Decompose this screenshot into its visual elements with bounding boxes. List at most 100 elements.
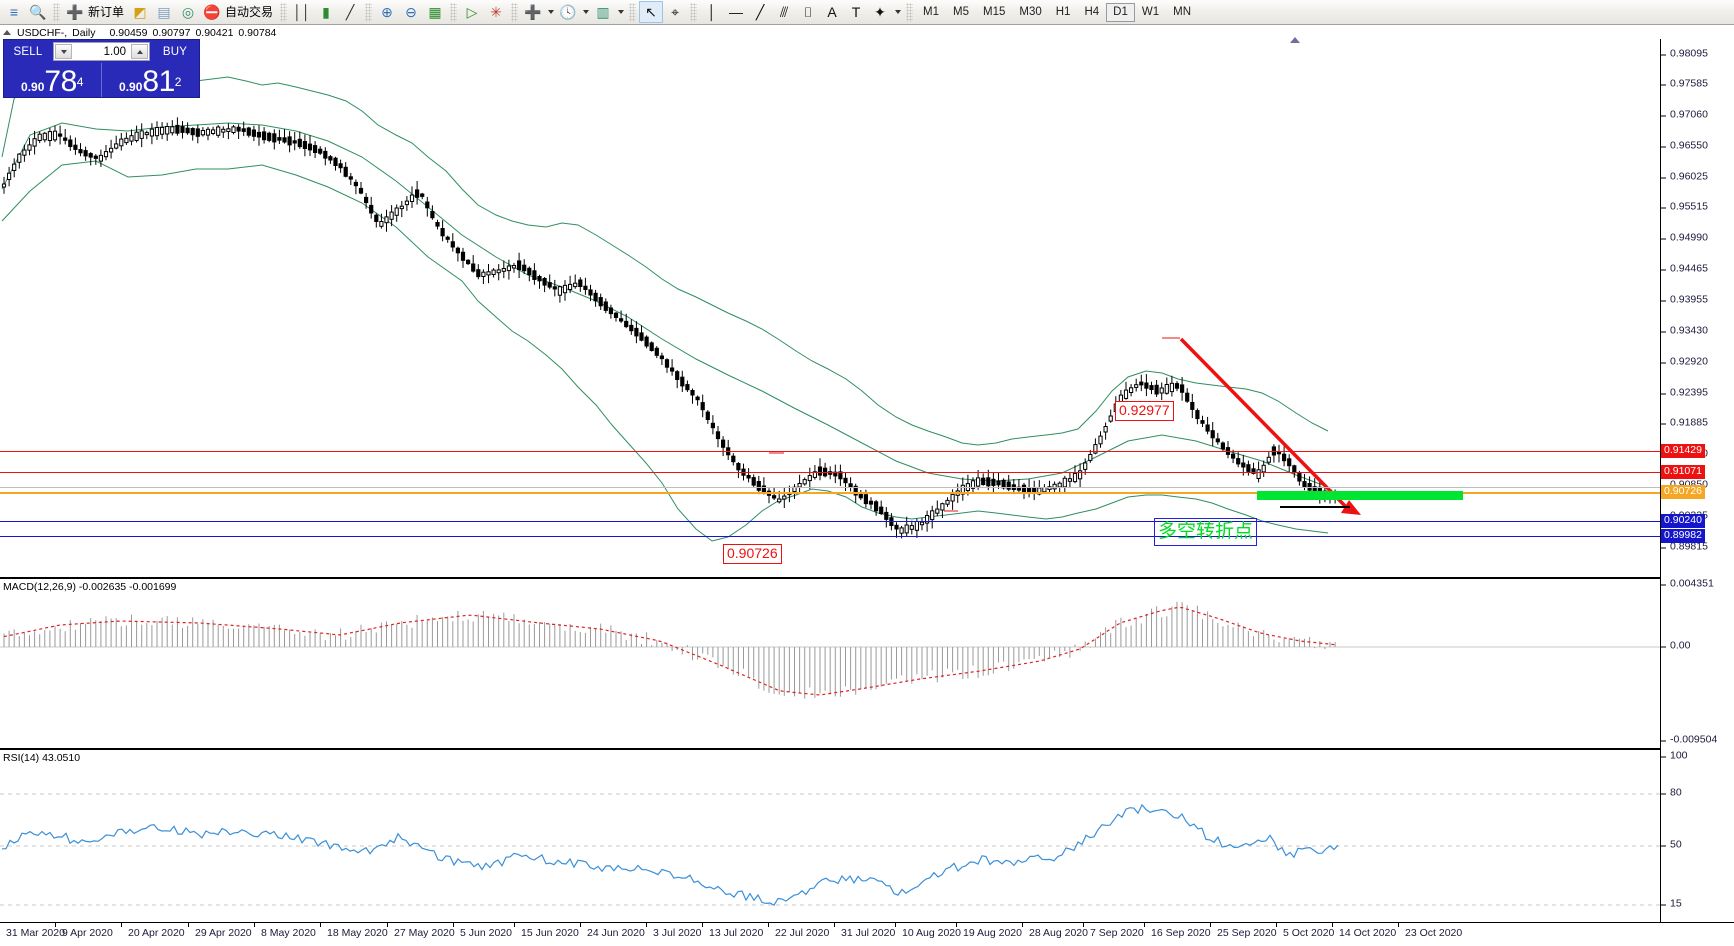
ohlc-open: 0.90459 <box>109 26 148 39</box>
bar-chart-icon[interactable]: ││ <box>293 4 311 20</box>
axis-tick-label: 0.92395 <box>1660 387 1708 399</box>
trend-reversal-label[interactable]: 多空转折点 <box>1154 518 1258 546</box>
volume-value[interactable]: 1.00 <box>103 46 126 58</box>
time-axis-label: 18 May 2020 <box>320 922 388 939</box>
text-tool-icon[interactable]: A <box>827 4 837 20</box>
rsi-line <box>1 803 1339 907</box>
downtrend-line <box>1179 337 1352 513</box>
timeframe-mn[interactable]: MN <box>1173 5 1191 18</box>
volume-decrease-button[interactable] <box>55 44 72 59</box>
volume-increase-button[interactable] <box>131 44 148 59</box>
ohlc-high: 0.90797 <box>152 26 191 39</box>
ohlc-close: 0.90784 <box>238 26 277 39</box>
one-click-trading-panel[interactable]: SELL 1.00 BUY 0.90 78 4 0.90 81 2 <box>3 39 200 98</box>
data-window-icon[interactable]: 🔍 <box>29 4 47 20</box>
axis-tick-label: 0.89815 <box>1660 541 1708 553</box>
axis-tick-label: 0.93430 <box>1660 325 1708 337</box>
new-order-label[interactable]: 新订单 <box>88 5 125 19</box>
line-chart-icon[interactable]: ╱ <box>345 4 355 20</box>
time-axis-label: 31 Jul 2020 <box>833 922 896 939</box>
templates-dropdown-caret[interactable] <box>615 1 626 23</box>
candlestick-chart-icon[interactable]: ▮ <box>322 4 330 20</box>
market-watch-icon[interactable]: ≡ <box>9 4 19 20</box>
history-clock-icon[interactable]: 🕓 <box>559 4 577 20</box>
time-axis-label: 16 Sep 2020 <box>1144 922 1211 939</box>
price-level-line[interactable] <box>0 451 1660 452</box>
axis-tick-label: 0.95515 <box>1660 201 1708 213</box>
templates-icon[interactable]: ▥ <box>596 4 610 20</box>
timeframe-m5[interactable]: M5 <box>953 5 969 18</box>
volume-input[interactable]: 1.00 <box>53 42 150 61</box>
auto-scroll-icon[interactable]: ✳ <box>490 4 502 20</box>
cursor-tool-icon[interactable]: ↖ <box>639 1 664 23</box>
price-level-line[interactable] <box>0 521 1660 522</box>
price-level-line[interactable] <box>0 492 1660 494</box>
main-toolbar: ≡ 🔍 ➕ 新订单 ◩ ▤ ◎ ⛔ 自动交易 ││ ▮ ╱ ⊕ ⊖ ▦ ▷ ✳ ➕ 🕓 ▥ ↖ ⌖ │ — ╱ ⫻ ⌷ A T ✦ M1 M5… <box>0 0 1734 25</box>
timeframe-m15[interactable]: M15 <box>983 5 1006 18</box>
macd-signal-line <box>3 607 1336 696</box>
price-level-badge[interactable]: 0.91429 <box>1661 444 1705 458</box>
sell-button[interactable]: SELL <box>13 45 43 58</box>
periodicity-dropdown-caret[interactable] <box>580 1 591 23</box>
indicators-icon[interactable]: ➕ <box>524 4 542 20</box>
fibonacci-retracement-tool-icon[interactable]: ⌷ <box>803 4 813 20</box>
time-axis[interactable]: 31 Mar 2020 9 Apr 2020 20 Apr 2020 29 Apr 2… <box>0 922 1734 946</box>
rsi-pane[interactable]: RSI(14) 43.0510 <box>0 749 1660 921</box>
price-level-line[interactable] <box>0 472 1660 473</box>
time-axis-label: 8 May 2020 <box>254 922 316 939</box>
axis-tick-label: 80 <box>1660 787 1682 799</box>
price-level-badge[interactable]: 0.91071 <box>1661 465 1705 479</box>
trendline-tool-icon[interactable]: ╱ <box>755 4 765 20</box>
horizontal-line-tool-icon[interactable]: — <box>729 4 744 20</box>
timeframe-w1[interactable]: W1 <box>1141 5 1160 18</box>
objects-tool-icon[interactable]: ✦ <box>874 4 886 20</box>
symbol-info-bar: USDCHF-, Daily 0.90459 0.90797 0.90421 0… <box>0 26 276 39</box>
zoom-out-icon[interactable]: ⊖ <box>405 4 417 20</box>
sell-price[interactable]: 0.90 78 4 <box>4 63 102 97</box>
chart-shift-icon[interactable]: ▷ <box>466 4 478 20</box>
metaeditor-icon[interactable]: ◩ <box>133 4 147 20</box>
auto-trading-label[interactable]: 自动交易 <box>225 5 274 19</box>
data-grid-icon[interactable]: ▦ <box>428 4 442 20</box>
chart-scroll-marker[interactable] <box>1290 37 1300 43</box>
price-level-badge[interactable]: 0.90726 <box>1661 485 1705 499</box>
time-axis-label: 15 Jun 2020 <box>514 922 579 939</box>
zoom-in-icon[interactable]: ⊕ <box>381 4 393 20</box>
time-axis-label: 19 Aug 2020 <box>956 922 1022 939</box>
text-label-tool-icon[interactable]: T <box>851 4 861 20</box>
toolbar-separator <box>511 2 519 22</box>
price-axis[interactable]: 0.98095 0.97585 0.97060 0.96550 0.96025 0.955… <box>1660 39 1734 946</box>
time-axis-label: 13 Jul 2020 <box>701 922 764 939</box>
auto-trading-icon[interactable]: ⛔ <box>203 4 221 20</box>
price-level-line[interactable] <box>0 536 1660 537</box>
collapse-triangle-icon[interactable] <box>3 30 11 35</box>
macd-pane[interactable]: MACD(12,26,9) -0.002635 -0.001699 <box>0 578 1660 749</box>
time-axis-label: 31 Mar 2020 <box>0 922 65 939</box>
vertical-line-tool-icon[interactable]: │ <box>707 4 717 20</box>
axis-tick-label: 0.97585 <box>1660 78 1708 90</box>
axis-tick-label: 50 <box>1660 839 1682 851</box>
strategy-tester-icon[interactable]: ▤ <box>157 4 171 20</box>
timeframe-m1[interactable]: M1 <box>923 5 940 18</box>
resistance-price-label[interactable]: 0.90726 <box>723 544 782 564</box>
objects-dropdown-caret[interactable] <box>892 1 903 23</box>
high-price-label[interactable]: 0.92977 <box>1115 401 1174 421</box>
timeframe-d1[interactable]: D1 <box>1106 2 1135 22</box>
price-level-badge[interactable]: 0.89982 <box>1661 529 1705 543</box>
buy-price[interactable]: 0.90 81 2 <box>119 65 182 98</box>
signals-icon[interactable]: ◎ <box>181 4 195 20</box>
crosshair-tool-icon[interactable]: ⌖ <box>671 4 679 20</box>
timeframe-h1[interactable]: H1 <box>1055 5 1071 18</box>
indicators-dropdown-caret[interactable] <box>545 1 556 23</box>
chart-area[interactable]: 0.98095 0.97585 0.97060 0.96550 0.96025 0.955… <box>0 37 1734 946</box>
rsi-indicator-label: RSI(14) 43.0510 <box>3 752 81 764</box>
new-order-icon[interactable]: ➕ <box>66 4 84 20</box>
buy-button[interactable]: BUY <box>162 45 188 58</box>
axis-tick-label: 0.94990 <box>1660 232 1708 244</box>
timeframe-h4[interactable]: H4 <box>1084 5 1100 18</box>
timeframe-m30[interactable]: M30 <box>1019 5 1042 18</box>
price-level-badge[interactable]: 0.90240 <box>1661 514 1705 528</box>
time-axis-label: 29 Apr 2020 <box>188 922 252 939</box>
equidistant-channel-tool-icon[interactable]: ⫻ <box>779 4 789 20</box>
